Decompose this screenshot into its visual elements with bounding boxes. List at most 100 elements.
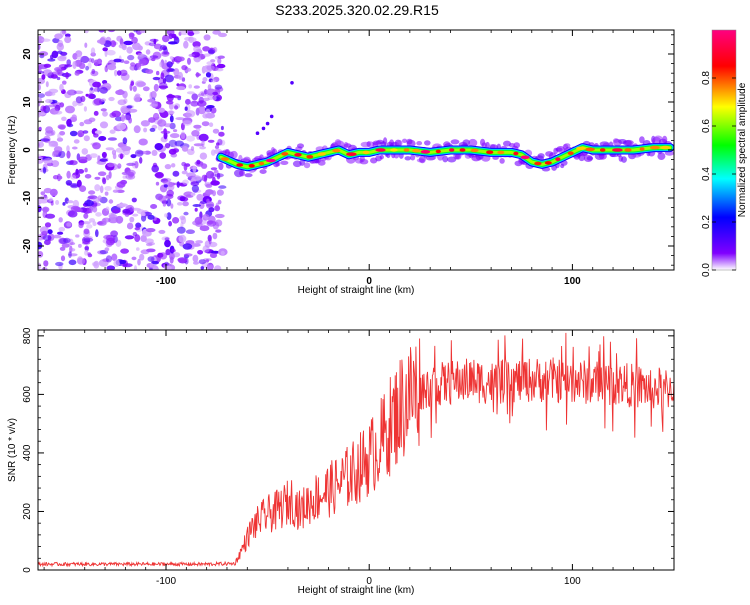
- snr-line: [38, 332, 674, 568]
- noise-speckle: [212, 91, 219, 96]
- noise-speckle: [182, 201, 189, 207]
- noise-speckle: [177, 71, 183, 80]
- noise-speckle: [53, 146, 63, 153]
- noise-speckle: [220, 250, 225, 256]
- noise-speckle: [72, 53, 78, 60]
- noise-speckle: [164, 239, 171, 248]
- noise-speckle: [193, 85, 200, 89]
- noise-speckle: [145, 49, 151, 55]
- noise-speckle: [57, 133, 61, 140]
- noise-speckle: [99, 121, 109, 129]
- noise-speckle: [45, 213, 56, 219]
- noise-speckle: [110, 230, 118, 237]
- noise-speckle: [145, 69, 154, 74]
- noise-speckle: [59, 30, 65, 38]
- noise-speckle: [131, 36, 138, 44]
- noise-speckle: [131, 256, 137, 261]
- noise-speckle: [114, 69, 118, 77]
- noise-speckle: [38, 141, 44, 148]
- noise-speckle: [106, 265, 116, 270]
- noise-speckle: [55, 261, 64, 267]
- noise-speckle: [120, 248, 129, 254]
- ridge-peak: [612, 148, 623, 152]
- ridge-peak: [332, 148, 341, 153]
- noise-speckle: [162, 34, 170, 43]
- noise-speckle: [92, 81, 101, 88]
- ridge-peak: [375, 148, 386, 152]
- ridge-peak: [281, 152, 289, 156]
- noise-speckle: [201, 139, 205, 148]
- noise-speckle: [181, 77, 186, 82]
- ridge-peak: [248, 164, 255, 168]
- noise-speckle: [92, 142, 101, 150]
- ridge-peak: [497, 150, 505, 155]
- ridge-peak: [660, 145, 671, 150]
- noise-speckle: [176, 226, 186, 234]
- noise-speckle: [214, 205, 221, 212]
- noise-speckle: [69, 130, 78, 137]
- noise-speckle: [38, 126, 42, 132]
- noise-speckle: [177, 202, 183, 206]
- noise-speckle: [184, 106, 188, 111]
- noise-speckle: [161, 50, 170, 57]
- ridge-halo: [379, 154, 384, 160]
- noise-speckle: [38, 110, 42, 118]
- noise-region: [38, 30, 228, 270]
- noise-speckle: [83, 237, 94, 242]
- noise-speckle: [66, 170, 71, 179]
- colorbar-tick-label: 0.4: [701, 167, 712, 181]
- noise-speckle: [203, 53, 211, 57]
- noise-speckle: [52, 234, 62, 239]
- noise-speckle: [136, 247, 140, 251]
- noise-speckle: [185, 98, 191, 105]
- noise-speckle: [216, 189, 224, 196]
- ridge-halo: [275, 161, 281, 167]
- noise-speckle: [122, 263, 133, 268]
- noise-speckle: [90, 87, 94, 91]
- noise-speckle: [196, 159, 201, 165]
- noise-speckle: [210, 180, 220, 186]
- noise-speckle: [205, 170, 215, 179]
- noise-speckle: [126, 222, 134, 230]
- noise-speckle: [112, 153, 117, 160]
- noise-speckle: [92, 196, 101, 204]
- noise-speckle: [93, 59, 99, 67]
- noise-speckle: [69, 160, 78, 166]
- noise-speckle: [214, 173, 224, 178]
- noise-speckle: [64, 33, 71, 38]
- noise-speckle: [118, 43, 127, 49]
- signal-ridge: [216, 81, 674, 178]
- noise-speckle: [209, 252, 218, 258]
- noise-speckle: [79, 185, 87, 192]
- noise-speckle: [170, 203, 174, 209]
- noise-speckle: [56, 76, 61, 81]
- noise-speckle: [139, 157, 143, 164]
- noise-speckle: [118, 153, 125, 159]
- noise-speckle: [162, 78, 167, 84]
- noise-speckle: [143, 211, 152, 217]
- noise-speckle: [172, 170, 180, 177]
- noise-speckle: [38, 158, 43, 164]
- noise-speckle: [65, 119, 72, 126]
- noise-speckle: [137, 53, 144, 57]
- noise-speckle: [97, 171, 107, 176]
- ridge-peak: [649, 145, 660, 150]
- noise-speckle: [126, 105, 133, 109]
- noise-speckle: [47, 58, 56, 62]
- noise-speckle: [215, 229, 222, 233]
- noise-speckle: [183, 191, 194, 197]
- ridge-halo: [402, 138, 408, 143]
- noise-speckle: [210, 107, 217, 114]
- noise-speckle: [41, 38, 51, 42]
- noise-speckle: [171, 163, 176, 168]
- noise-speckle: [135, 222, 142, 229]
- noise-speckle: [121, 145, 131, 152]
- noise-speckle: [202, 77, 208, 82]
- noise-speckle: [105, 206, 110, 212]
- noise-speckle: [163, 123, 173, 128]
- noise-speckle: [177, 257, 188, 263]
- ridge-peak: [435, 149, 441, 154]
- ridge-peak: [459, 148, 466, 152]
